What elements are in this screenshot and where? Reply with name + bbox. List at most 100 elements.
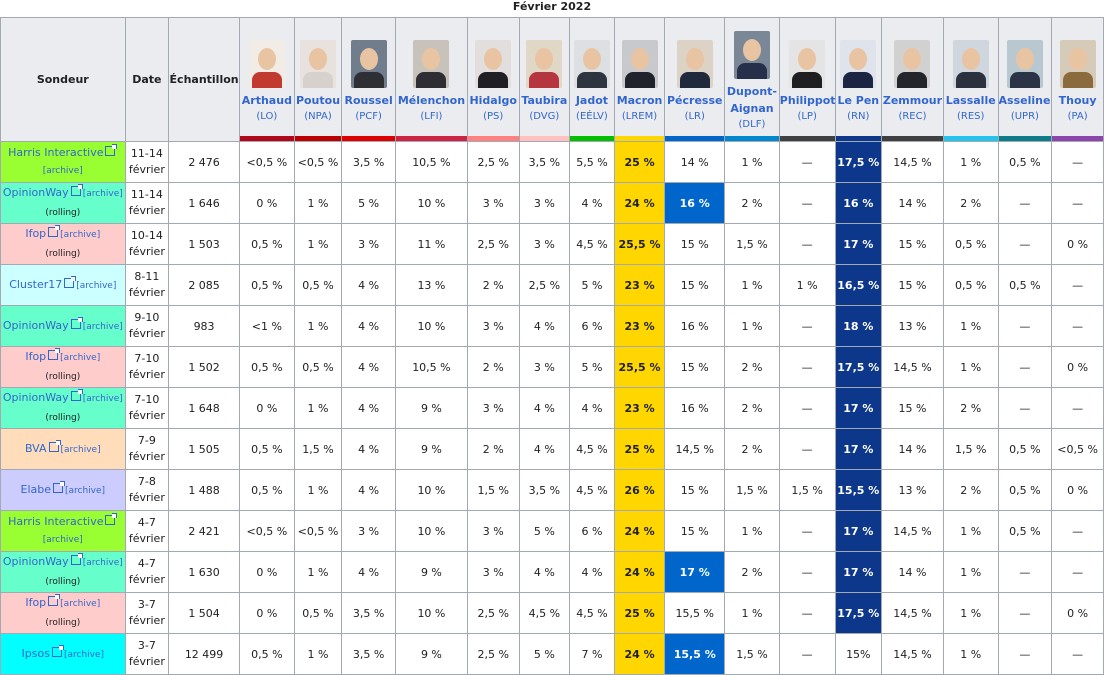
sondeur-link[interactable]: Cluster17 <box>9 277 63 291</box>
sondeur-link[interactable]: Ifop <box>25 227 47 240</box>
value-cell: <0,5 % <box>239 141 295 183</box>
archive-link[interactable]: [archive] <box>60 599 101 609</box>
value-cell: 15 % <box>881 387 944 429</box>
external-link-icon <box>105 513 118 525</box>
candidate-photo <box>952 39 989 88</box>
table-row: Ifop [archive] (rolling) 7-10 février 1 502 0,… <box>0 346 1104 388</box>
value-cell: 23 % <box>613 387 666 429</box>
table-row: OpinionWay [archive] (rolling) 7-10 février 1… <box>0 387 1104 429</box>
archive-link[interactable]: [archive] <box>82 394 123 404</box>
candidate-party-link[interactable]: (LO) <box>256 110 278 122</box>
value-cell: 5 % <box>341 182 396 224</box>
value-cell: — <box>778 182 836 224</box>
sondeur-link[interactable]: Ipsos <box>21 646 50 660</box>
value-cell: 0,5 % <box>997 141 1053 183</box>
candidate-name-link[interactable]: Mélenchon <box>397 93 466 107</box>
candidate-party-link[interactable]: (LR) <box>684 110 705 122</box>
sample-cell: 2 421 <box>168 510 241 552</box>
candidate-party-link[interactable]: (RN) <box>847 110 870 122</box>
value-cell: 9 % <box>394 428 468 470</box>
archive-link[interactable]: [archive] <box>60 444 101 455</box>
value-cell: 1 % <box>942 510 999 552</box>
candidate-party-link[interactable]: (RES) <box>956 110 985 122</box>
date-cell: 7-9 février <box>124 428 170 470</box>
value-cell: — <box>1051 387 1104 429</box>
sondeur-link[interactable]: OpinionWay <box>2 318 69 332</box>
archive-link[interactable]: [archive] <box>63 649 105 660</box>
archive-link[interactable]: [archive] <box>60 353 101 363</box>
candidate-party-link[interactable]: (PS) <box>483 110 504 122</box>
sondeur-link[interactable]: OpinionWay <box>2 186 69 199</box>
candidate-party-link[interactable]: (UPR) <box>1010 110 1039 122</box>
candidate-name-link[interactable]: Lassalle <box>945 93 996 107</box>
candidate-party-link[interactable]: (NPA) <box>304 110 332 122</box>
candidate-header: Poutou (NPA) <box>293 17 343 142</box>
candidate-name-link[interactable]: Arthaud <box>241 93 292 107</box>
candidate-name-link[interactable]: Poutou <box>295 93 341 107</box>
sondeur-link[interactable]: Elabe <box>20 482 52 496</box>
sondeur-link[interactable]: OpinionWay <box>2 555 69 568</box>
candidate-name-link[interactable]: Thouy <box>1058 93 1097 107</box>
sondeur-link[interactable]: BVA <box>24 441 47 455</box>
candidate-name-link[interactable]: Taubira <box>521 93 568 107</box>
sondeur-cell: Ifop [archive] (rolling) <box>0 346 126 388</box>
candidate-name-link[interactable]: Jadot <box>575 93 609 107</box>
candidate-name-link[interactable]: Hidalgo <box>469 93 517 107</box>
archive-link[interactable]: [archive] <box>76 280 117 291</box>
value-cell: 10 % <box>394 592 468 634</box>
archive-link[interactable]: [archive] <box>82 321 123 332</box>
value-cell: — <box>997 592 1053 634</box>
candidate-name-link[interactable]: Dupont-Aignan <box>726 85 777 115</box>
value-cell: 10,5 % <box>394 141 468 183</box>
candidate-name-link[interactable]: Zemmour <box>882 93 943 107</box>
candidate-party-link[interactable]: (REC) <box>898 110 927 122</box>
value-cell: 24 % <box>613 633 666 675</box>
sondeur-link[interactable]: OpinionWay <box>2 391 69 404</box>
sondeur-link[interactable]: Harris Interactive <box>8 515 104 528</box>
candidate-name-link[interactable]: Pécresse <box>666 93 723 107</box>
candidate-name-link[interactable]: Roussel <box>344 93 393 107</box>
value-cell: 1 % <box>942 346 999 388</box>
value-cell: 4 % <box>341 305 396 347</box>
candidate-party-link[interactable]: (LP) <box>797 110 817 122</box>
candidate-name-link[interactable]: Asselineau <box>998 93 1051 107</box>
sample-cell: 1 505 <box>168 428 241 470</box>
value-cell: 2 % <box>724 387 780 429</box>
date-range: 11-14 <box>130 188 163 201</box>
archive-link[interactable]: [archive] <box>82 189 123 199</box>
sondeur-link[interactable]: Harris Interactive <box>8 146 104 159</box>
value-cell: — <box>778 305 836 347</box>
candidate-name-link[interactable]: Macron <box>616 93 663 107</box>
candidate-photo <box>621 39 658 88</box>
value-cell: — <box>1051 551 1104 593</box>
value-cell: 25,5 % <box>613 223 666 265</box>
party-color-bar <box>1052 136 1103 141</box>
sondeur-link[interactable]: Ifop <box>25 350 47 363</box>
sondeur-link[interactable]: Ifop <box>25 596 47 609</box>
value-cell: 0,5 % <box>293 264 343 306</box>
candidate-name-link[interactable]: Le Pen <box>837 93 880 107</box>
value-cell: 15,5 % <box>834 469 883 511</box>
value-cell: 3 % <box>466 387 520 429</box>
candidate-header: Asselineau (UPR) <box>997 17 1053 142</box>
candidate-party-link[interactable]: (LFI) <box>420 110 443 122</box>
value-cell: 14 % <box>664 141 726 183</box>
date-month: février <box>128 655 165 668</box>
candidate-party-link[interactable]: (DVG) <box>529 110 560 122</box>
value-cell: 0,5 % <box>997 510 1053 552</box>
candidate-party-link[interactable]: (EÉLV) <box>576 110 608 122</box>
value-cell: 3 % <box>341 223 396 265</box>
archive-link[interactable]: [archive] <box>42 535 83 545</box>
candidate-name-link[interactable]: Philippot <box>779 93 835 107</box>
archive-link[interactable]: [archive] <box>60 230 101 240</box>
archive-link[interactable]: [archive] <box>42 166 83 176</box>
archive-link[interactable]: [archive] <box>65 485 106 496</box>
candidate-party-link[interactable]: (LREM) <box>621 110 658 122</box>
table-row: OpinionWay [archive] 9-10 février 983 <1 % 1 %… <box>0 305 1104 347</box>
candidate-party-link[interactable]: (DLF) <box>738 119 766 130</box>
candidate-party-link[interactable]: (PCF) <box>355 110 382 122</box>
candidate-party-link[interactable]: (PA) <box>1067 110 1088 122</box>
value-cell: 4 % <box>341 551 396 593</box>
value-cell: 14,5 % <box>881 510 944 552</box>
archive-link[interactable]: [archive] <box>82 558 123 568</box>
